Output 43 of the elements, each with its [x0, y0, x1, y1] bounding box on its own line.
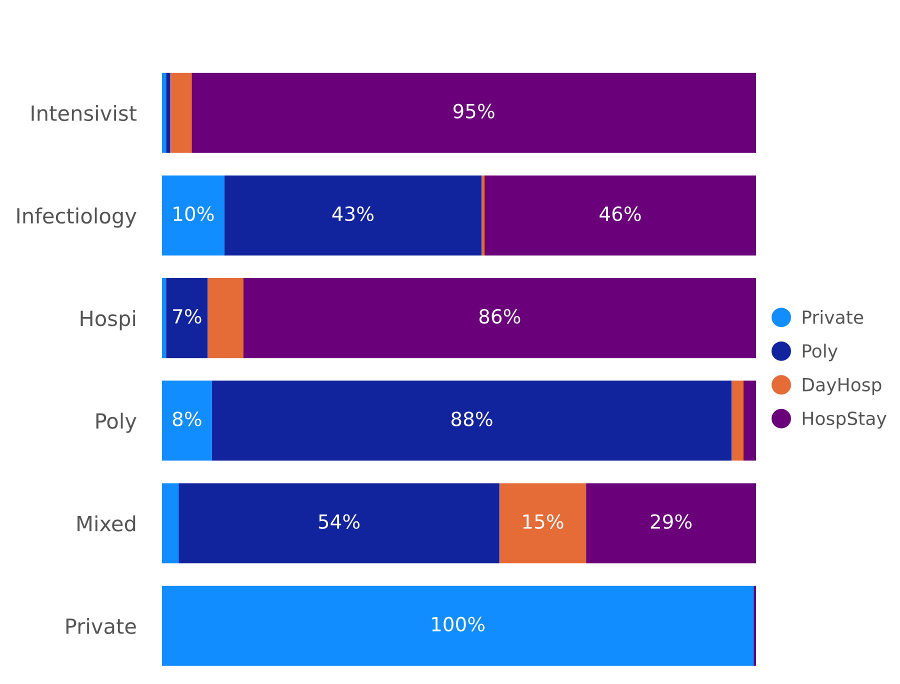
- bar: [166, 72, 170, 153]
- bar: [192, 72, 756, 153]
- bar: [482, 175, 485, 256]
- bar: [166, 278, 208, 358]
- data-label: 46%: [600, 206, 641, 222]
- data-label: 95%: [453, 104, 494, 118]
- legend-label: DayHosp: [802, 378, 882, 395]
- bar: [224, 175, 482, 256]
- data-label: 15%: [523, 514, 564, 529]
- data-label: 88%: [451, 412, 492, 426]
- data-label: 7%: [173, 308, 202, 324]
- data-label: 10%: [174, 206, 214, 222]
- bar: [170, 72, 192, 153]
- bar: [162, 278, 166, 358]
- y-tick-label: Infectiology: [17, 208, 136, 228]
- bar: [744, 380, 756, 461]
- bar: [586, 483, 756, 564]
- bar: [162, 586, 754, 666]
- data-label: 43%: [332, 206, 374, 222]
- bar: [212, 380, 732, 461]
- y-tick-label: Poly: [96, 412, 136, 433]
- data-label: 8%: [172, 412, 202, 426]
- bar: [162, 483, 179, 564]
- legend-label: HospStay: [802, 412, 886, 429]
- y-tick-label: Intensivist: [32, 104, 137, 122]
- data-label: 29%: [650, 514, 692, 529]
- data-label: 86%: [479, 308, 520, 324]
- legend-label: Poly: [802, 344, 838, 362]
- y-tick-label: Private: [66, 618, 136, 634]
- bar: [484, 175, 756, 256]
- y-tick-label: Mixed: [78, 515, 136, 532]
- data-label: 54%: [318, 514, 360, 529]
- bar: [732, 380, 744, 461]
- bar: [162, 175, 224, 256]
- bar: [162, 72, 166, 153]
- data-label: 100%: [432, 616, 485, 632]
- bar: [208, 278, 244, 358]
- bar: [178, 483, 500, 564]
- bar: [499, 483, 586, 564]
- bar: [243, 278, 756, 358]
- y-tick-label: Hospi: [80, 310, 136, 330]
- legend-label: Private: [802, 310, 864, 324]
- bar: [162, 380, 212, 461]
